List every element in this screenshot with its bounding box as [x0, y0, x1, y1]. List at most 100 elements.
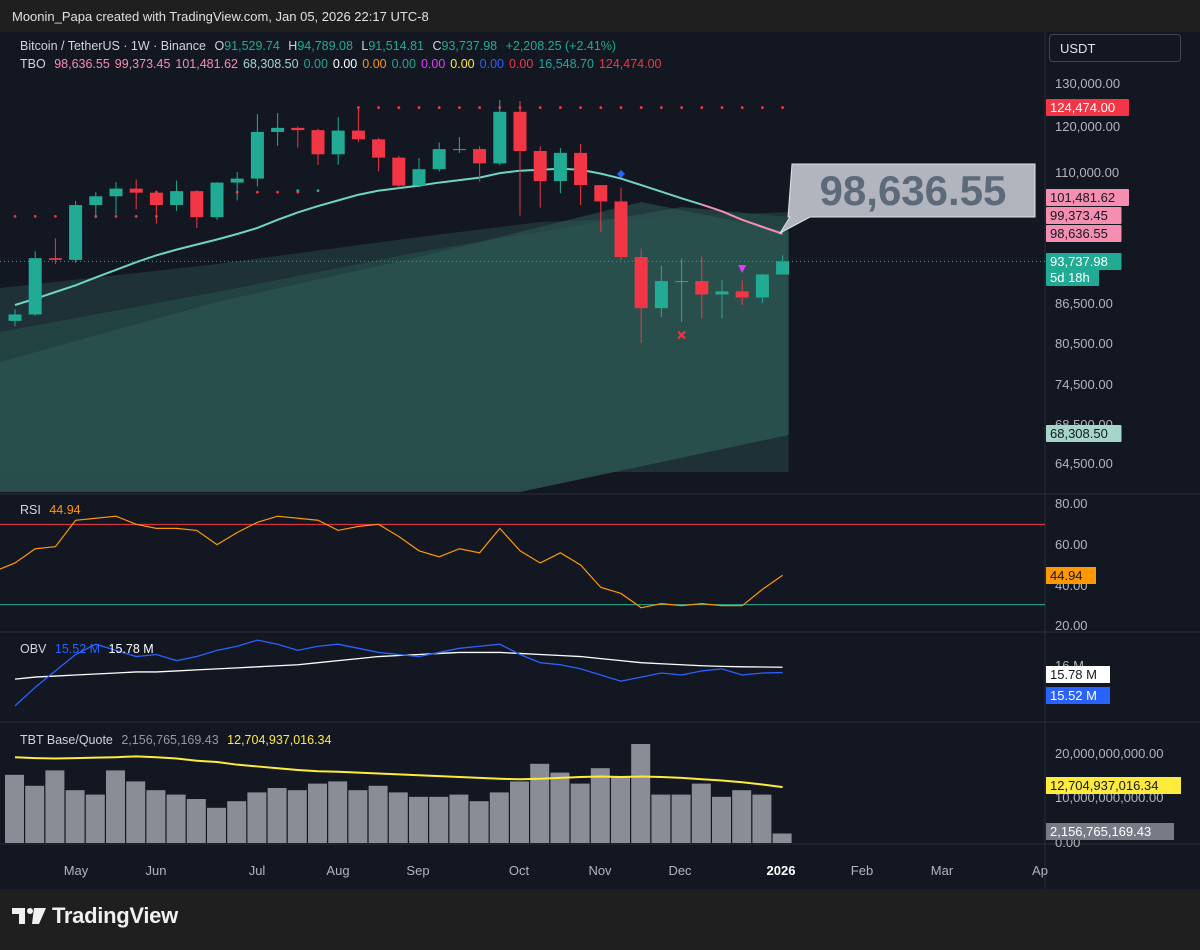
candle-body[interactable] [149, 192, 163, 206]
tbt-volume-bar[interactable] [469, 801, 489, 843]
tbt-volume-bar[interactable] [45, 770, 65, 843]
tbt-volume-bar[interactable] [5, 774, 24, 843]
candle-body[interactable] [715, 291, 729, 295]
rsi-line[interactable] [0, 515, 783, 609]
tbt-volume-bar[interactable] [611, 777, 630, 843]
tbt-volume-bar[interactable] [146, 790, 166, 843]
candle-body[interactable] [28, 258, 42, 315]
price-axis[interactable]: 130,000.00 120,000.00 110,000.00 86,500.00 8… [1046, 76, 1181, 850]
candle-body[interactable] [574, 152, 588, 186]
candle-body[interactable] [69, 205, 83, 260]
tbt-ma-line[interactable] [14, 755, 783, 789]
tbt-volume-bar[interactable] [85, 794, 105, 843]
tbt-volume-bar[interactable] [631, 744, 651, 843]
tbt-volume-bar[interactable] [590, 768, 610, 843]
tbt-volume-bar[interactable] [247, 792, 267, 843]
tbt-volume-bar[interactable] [65, 790, 85, 843]
candle-body[interactable] [129, 188, 143, 193]
candle-body[interactable] [190, 191, 204, 218]
candle-body[interactable] [553, 152, 567, 182]
obv-pane[interactable] [14, 639, 783, 707]
candle-body[interactable] [614, 201, 628, 258]
candle-body[interactable] [291, 127, 305, 131]
tbt-volume-bar[interactable] [25, 785, 45, 843]
candle-body[interactable] [351, 130, 365, 140]
chart-svg[interactable]: 98,636.55 130,000.00 120,000.00 110,000.00… [0, 32, 1200, 889]
tbt-volume-bar[interactable] [126, 781, 146, 843]
tbt-volume-bar[interactable] [651, 794, 671, 843]
candle-body[interactable] [654, 281, 668, 309]
candle-body[interactable] [210, 182, 224, 218]
tradingview-logo[interactable]: TradingView [12, 903, 178, 929]
tbt-volume-bar[interactable] [530, 763, 550, 843]
candle-body[interactable] [594, 185, 608, 202]
candle-body[interactable] [48, 258, 62, 260]
candle-body[interactable] [513, 111, 527, 151]
tbt-volume-bar[interactable] [712, 796, 731, 843]
candle-body[interactable] [695, 281, 709, 295]
price-pane[interactable]: 98,636.55 [0, 100, 1045, 492]
candle-body[interactable] [271, 127, 285, 132]
tbo-fast-line-bear[interactable] [701, 203, 783, 235]
symbol-legend[interactable]: Bitcoin / TetherUS · 1W · Binance O91,52… [20, 39, 621, 53]
candle-body[interactable] [493, 111, 507, 164]
obv-ma-line[interactable] [14, 651, 783, 680]
rsi-label[interactable]: RSI [20, 503, 41, 517]
tbo-fast-line[interactable] [14, 167, 703, 306]
candle-body[interactable] [755, 274, 769, 298]
candle-body[interactable] [230, 178, 244, 183]
tbt-volume-bar[interactable] [207, 807, 226, 843]
tbt-volume-bar[interactable] [510, 781, 529, 843]
candle-body[interactable] [735, 291, 749, 298]
tbt-label[interactable]: TBT Base/Quote [20, 733, 113, 747]
tbt-pane[interactable] [5, 744, 792, 843]
rsi-legend[interactable]: RSI 44.94 [20, 503, 86, 517]
candle-body[interactable] [109, 188, 123, 197]
obv-line[interactable] [14, 639, 783, 707]
tbt-volume-bar[interactable] [550, 772, 570, 843]
tbt-volume-bar[interactable] [489, 792, 509, 843]
rsi-pane[interactable] [0, 515, 1045, 609]
tbt-volume-bar[interactable] [752, 794, 772, 843]
tbt-volume-bar[interactable] [449, 794, 469, 843]
tbt-volume-bar[interactable] [106, 770, 125, 843]
candle-body[interactable] [473, 149, 487, 164]
obv-legend[interactable]: OBV 15.52 M 15.78 M [20, 642, 159, 656]
candle-body[interactable] [331, 130, 345, 155]
tbt-volume-bar[interactable] [267, 788, 287, 843]
tbt-volume-bar[interactable] [368, 785, 388, 843]
candle-body[interactable] [412, 169, 426, 186]
candle-body[interactable] [392, 157, 406, 186]
chart-frame[interactable]: 98,636.55 130,000.00 120,000.00 110,000.00… [0, 32, 1200, 889]
candle-body[interactable] [432, 149, 446, 170]
tbt-volume-bar[interactable] [227, 801, 247, 843]
candle-body[interactable] [8, 314, 22, 321]
tbt-volume-bar[interactable] [287, 790, 307, 843]
tbt-volume-bar[interactable] [186, 799, 206, 843]
tbt-volume-bar[interactable] [429, 796, 449, 843]
tbt-volume-bar[interactable] [732, 790, 752, 843]
tbt-volume-bar[interactable] [409, 796, 428, 843]
candle-body[interactable] [170, 191, 184, 206]
tbt-volume-bar[interactable] [348, 790, 368, 843]
currency-button[interactable]: USDT [1049, 34, 1181, 62]
symbol-name[interactable]: Bitcoin / TetherUS · 1W · Binance [20, 39, 206, 53]
candle-body[interactable] [89, 196, 103, 206]
candle-body[interactable] [250, 131, 264, 179]
candle-body[interactable] [372, 139, 386, 158]
tbt-volume-bar[interactable] [691, 783, 711, 843]
tbt-volume-bar[interactable] [772, 833, 792, 843]
tbt-volume-bar[interactable] [328, 781, 348, 843]
tbt-legend[interactable]: TBT Base/Quote 2,156,765,169.43 12,704,9… [20, 733, 336, 747]
tbt-volume-bar[interactable] [570, 783, 590, 843]
candle-body[interactable] [634, 257, 648, 309]
tbt-volume-bar[interactable] [388, 792, 408, 843]
tbt-volume-bar[interactable] [166, 794, 186, 843]
candle-body[interactable] [311, 130, 325, 155]
candle-body[interactable] [452, 149, 466, 151]
candle-body[interactable] [533, 150, 547, 182]
tbo-label[interactable]: TBO [20, 57, 46, 71]
tbt-volume-bar[interactable] [671, 794, 691, 843]
tbt-volume-bar[interactable] [308, 783, 327, 843]
obv-label[interactable]: OBV [20, 642, 47, 656]
